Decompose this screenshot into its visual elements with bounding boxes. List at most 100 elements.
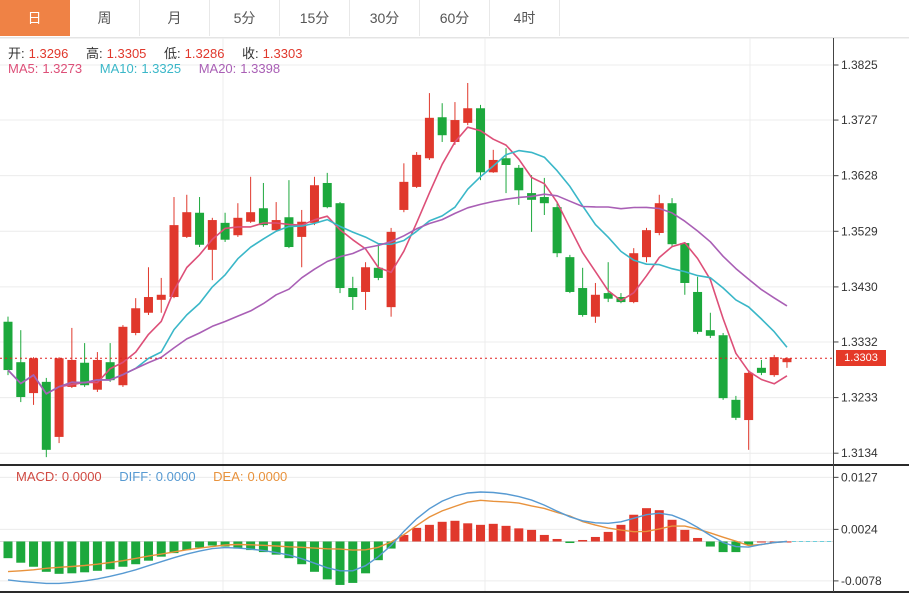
macd-bar <box>693 537 703 542</box>
macd-bar <box>348 541 358 583</box>
candle-body <box>603 293 613 299</box>
diff-value: 0.0000 <box>155 469 196 484</box>
macd-bar <box>195 541 205 548</box>
dea-value: 0.0000 <box>247 469 288 484</box>
macd-bar <box>105 541 115 570</box>
candle-body <box>54 358 64 437</box>
macd-bar <box>578 539 588 542</box>
macd-bar <box>322 541 332 580</box>
macd-bar <box>207 541 217 546</box>
macd-bar <box>118 541 128 567</box>
candle-body <box>67 359 77 387</box>
candle-body <box>246 212 256 222</box>
candle-body <box>565 257 575 292</box>
macd-bar <box>527 529 537 542</box>
candle-body <box>514 167 524 191</box>
candle-body <box>386 231 396 308</box>
macd-bar <box>29 541 39 567</box>
candle-body <box>539 197 549 204</box>
candle-body <box>41 381 51 450</box>
candle-body <box>182 212 192 237</box>
high-label: 高: <box>86 46 103 61</box>
candle-body <box>501 158 511 165</box>
current-price-badge: 1.3303 <box>836 350 886 366</box>
axis-label: 1.3727 <box>841 113 878 127</box>
open-value: 1.3296 <box>28 46 69 61</box>
macd-bar <box>667 519 677 542</box>
macd-bar <box>156 541 166 557</box>
candle-body <box>693 291 703 332</box>
macd-bar <box>616 524 626 542</box>
macd-bar <box>437 521 447 542</box>
candle-body <box>667 203 677 245</box>
tab-month[interactable]: 月 <box>140 0 210 36</box>
macd-bar <box>565 541 575 544</box>
ma5-label: MA5: <box>8 61 39 76</box>
high-value: 1.3305 <box>106 46 147 61</box>
macd-bar <box>718 541 728 553</box>
macd-bar <box>80 541 90 573</box>
candle-body <box>590 294 600 317</box>
macd-bar <box>552 538 562 542</box>
tab-day[interactable]: 日 <box>0 0 70 36</box>
macd-bar <box>642 508 651 542</box>
candle-body <box>718 335 728 399</box>
candle-body <box>220 222 230 240</box>
macd-bar <box>3 541 13 559</box>
macd-bar <box>629 514 639 542</box>
candle-body <box>424 117 434 159</box>
macd-bar <box>705 541 715 547</box>
candle-body <box>642 230 651 258</box>
candle-body <box>131 308 141 333</box>
macd-bar <box>590 536 600 542</box>
macd-bar <box>169 541 179 554</box>
axes: 1.3825 1.3727 1.3628 1.3529 1.3430 1.3332 1.32… <box>0 38 909 593</box>
candle-body <box>437 117 447 136</box>
tab-4hour[interactable]: 4时 <box>490 0 560 36</box>
candle-body <box>552 207 562 254</box>
tab-week[interactable]: 周 <box>70 0 140 36</box>
macd-bar <box>92 541 102 571</box>
low-label: 低: <box>164 46 181 61</box>
candle-body <box>118 326 128 386</box>
candle-body <box>16 362 26 398</box>
candle-body <box>756 367 766 373</box>
candle-body <box>654 203 664 233</box>
diff-line <box>7 491 788 585</box>
candle-body <box>258 208 268 226</box>
candle-body <box>348 288 358 298</box>
axis-label: 1.3134 <box>841 446 878 460</box>
macd-legend: MACD: 0.0000 DIFF: 0.0000 DEA: 0.0000 <box>16 469 291 484</box>
candle-body <box>156 294 166 300</box>
tab-60min[interactable]: 60分 <box>420 0 490 36</box>
macd-bar <box>654 510 664 542</box>
macd-bar <box>297 541 307 565</box>
macd-bar <box>756 541 766 543</box>
candle-body <box>105 362 115 381</box>
macd-bar <box>412 527 422 542</box>
macd-bar <box>54 541 64 574</box>
macd-bar <box>488 523 498 542</box>
candle-body <box>309 185 319 223</box>
candle-body <box>271 220 281 231</box>
macd-bar <box>284 541 294 559</box>
candle-body <box>705 330 715 336</box>
candle-body <box>297 221 307 237</box>
close-value: 1.3303 <box>262 46 303 61</box>
macd-bar <box>258 541 268 553</box>
candle-body <box>284 217 294 248</box>
tab-5min[interactable]: 5分 <box>210 0 280 36</box>
axis-label: 1.3430 <box>841 280 878 294</box>
ma5-line <box>7 126 788 395</box>
candle-body <box>80 362 90 386</box>
macd-bar <box>67 541 77 574</box>
tab-15min[interactable]: 15分 <box>280 0 350 36</box>
candle-body <box>169 225 179 298</box>
timeframe-tab-bar: 日周月 5分 15分 30分 60分 4时 <box>0 0 909 38</box>
axis-label: 1.3628 <box>841 169 878 183</box>
macd-label: MACD: <box>16 469 58 484</box>
tab-30min[interactable]: 30分 <box>350 0 420 36</box>
macd-bar <box>424 524 434 542</box>
axis-label: 1.3233 <box>841 391 878 405</box>
